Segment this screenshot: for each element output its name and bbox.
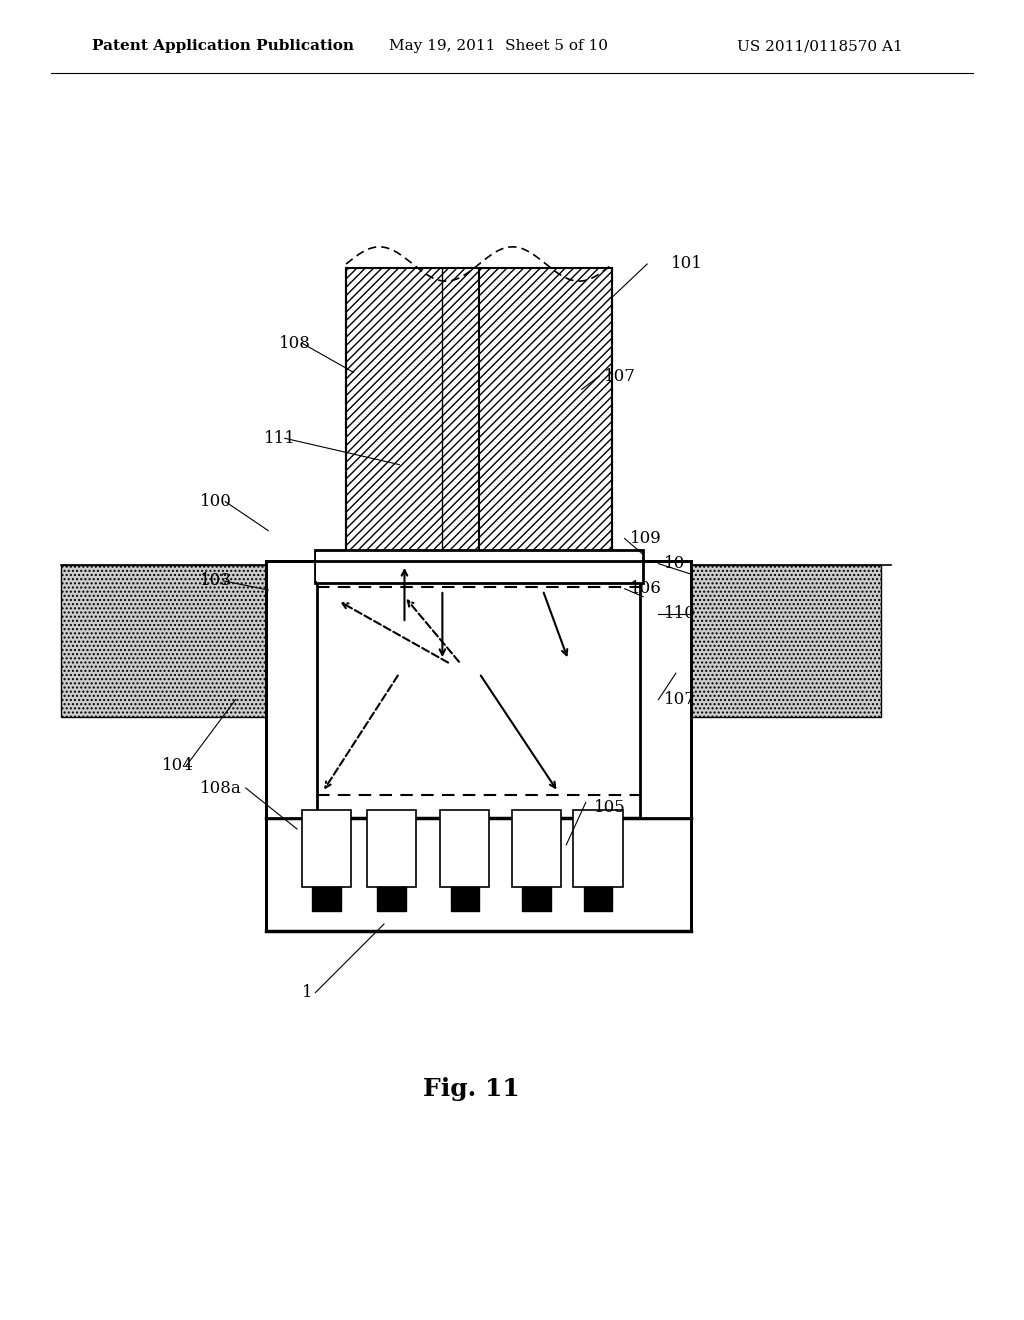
- Text: 111: 111: [264, 430, 296, 446]
- Text: Patent Application Publication: Patent Application Publication: [92, 40, 354, 53]
- Text: 105: 105: [594, 800, 626, 816]
- Bar: [609, 565, 881, 717]
- Text: 103: 103: [200, 573, 231, 589]
- Text: 100: 100: [200, 494, 231, 510]
- Bar: [302, 810, 351, 887]
- Bar: [377, 887, 406, 911]
- Bar: [573, 810, 623, 887]
- Bar: [61, 565, 323, 717]
- Text: 1: 1: [302, 985, 312, 1001]
- Bar: [266, 561, 691, 931]
- Text: 108: 108: [279, 335, 310, 351]
- Bar: [640, 561, 691, 818]
- Bar: [512, 810, 561, 887]
- Text: 107: 107: [664, 692, 695, 708]
- Text: US 2011/0118570 A1: US 2011/0118570 A1: [737, 40, 903, 53]
- Bar: [312, 887, 341, 911]
- Text: 106: 106: [630, 581, 662, 597]
- Text: 101: 101: [671, 256, 702, 272]
- Bar: [346, 268, 612, 565]
- Text: 10: 10: [664, 556, 685, 572]
- Bar: [367, 810, 416, 887]
- Bar: [440, 810, 489, 887]
- Text: 108a: 108a: [200, 780, 242, 796]
- Text: 109: 109: [630, 531, 662, 546]
- Text: 107: 107: [604, 368, 636, 384]
- Bar: [451, 887, 479, 911]
- Bar: [612, 552, 642, 581]
- Text: Fig. 11: Fig. 11: [423, 1077, 519, 1101]
- Text: 110: 110: [664, 606, 695, 622]
- Bar: [316, 552, 347, 581]
- Bar: [522, 887, 551, 911]
- Text: 104: 104: [162, 758, 194, 774]
- Bar: [266, 561, 317, 818]
- Bar: [584, 887, 612, 911]
- Bar: [315, 550, 643, 583]
- Text: May 19, 2011  Sheet 5 of 10: May 19, 2011 Sheet 5 of 10: [389, 40, 608, 53]
